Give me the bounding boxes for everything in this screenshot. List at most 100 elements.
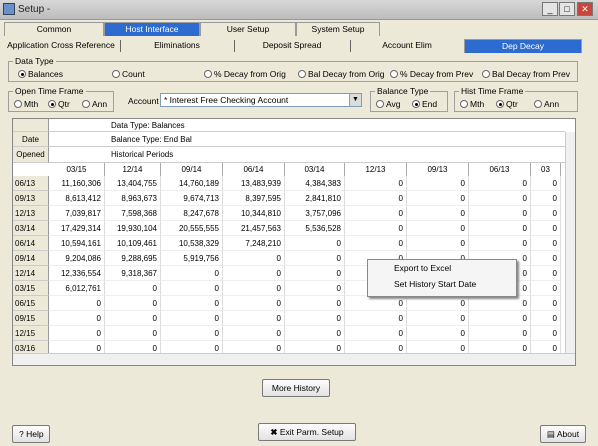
table-cell[interactable]: 14,760,189 bbox=[161, 176, 223, 191]
table-cell[interactable]: 0 bbox=[285, 266, 345, 281]
table-cell[interactable]: 0 bbox=[285, 326, 345, 341]
table-cell[interactable]: 0 bbox=[105, 326, 161, 341]
column-header[interactable]: 03/14 bbox=[285, 163, 345, 176]
table-cell[interactable]: 8,247,678 bbox=[161, 206, 223, 221]
vertical-scrollbar[interactable] bbox=[565, 132, 575, 353]
table-cell[interactable]: 9,204,086 bbox=[49, 251, 105, 266]
radio-balance-avg[interactable]: Avg bbox=[376, 99, 401, 109]
table-cell[interactable]: 0 bbox=[407, 326, 469, 341]
row-date-cell[interactable]: 12/13 bbox=[13, 206, 49, 221]
row-date-cell[interactable]: 06/15 bbox=[13, 296, 49, 311]
close-icon[interactable]: ✕ bbox=[577, 2, 593, 16]
column-header[interactable]: 09/13 bbox=[407, 163, 469, 176]
table-cell[interactable]: 8,397,595 bbox=[223, 191, 285, 206]
table-cell[interactable]: 10,109,461 bbox=[105, 236, 161, 251]
table-cell[interactable]: 0 bbox=[531, 281, 561, 296]
radio-pct-decay-prev[interactable]: % Decay from Prev bbox=[390, 69, 473, 79]
column-header[interactable]: 09/14 bbox=[161, 163, 223, 176]
table-cell[interactable]: 0 bbox=[285, 236, 345, 251]
chevron-down-icon[interactable]: ▼ bbox=[349, 94, 361, 106]
table-cell[interactable]: 0 bbox=[531, 206, 561, 221]
radio-balances[interactable]: Balances bbox=[18, 69, 63, 79]
more-history-button[interactable]: More History bbox=[262, 379, 330, 397]
decay-grid[interactable]: Data Type: Balances Date Balance Type: E… bbox=[12, 118, 576, 366]
table-cell[interactable]: 0 bbox=[223, 266, 285, 281]
table-cell[interactable]: 0 bbox=[469, 236, 531, 251]
table-cell[interactable]: 3,757,096 bbox=[285, 206, 345, 221]
tab-system-setup[interactable]: System Setup bbox=[296, 22, 380, 36]
table-cell[interactable]: 2,841,810 bbox=[285, 191, 345, 206]
tab-common[interactable]: Common bbox=[4, 22, 104, 36]
radio-hist-qtr[interactable]: Qtr bbox=[496, 99, 518, 109]
table-cell[interactable]: 8,963,673 bbox=[105, 191, 161, 206]
table-cell[interactable]: 13,404,755 bbox=[105, 176, 161, 191]
table-cell[interactable]: 12,336,554 bbox=[49, 266, 105, 281]
table-cell[interactable]: 0 bbox=[49, 311, 105, 326]
column-header[interactable]: 06/13 bbox=[469, 163, 531, 176]
table-cell[interactable]: 8,613,412 bbox=[49, 191, 105, 206]
table-cell[interactable]: 7,598,368 bbox=[105, 206, 161, 221]
table-cell[interactable]: 20,555,555 bbox=[161, 221, 223, 236]
table-cell[interactable]: 0 bbox=[531, 296, 561, 311]
table-cell[interactable]: 0 bbox=[469, 296, 531, 311]
table-cell[interactable]: 0 bbox=[345, 296, 407, 311]
table-cell[interactable]: 0 bbox=[469, 191, 531, 206]
column-header[interactable]: 06/14 bbox=[223, 163, 285, 176]
column-header[interactable]: 03/15 bbox=[49, 163, 105, 176]
table-cell[interactable]: 0 bbox=[345, 221, 407, 236]
radio-bal-decay-orig[interactable]: Bal Decay from Orig bbox=[298, 69, 385, 79]
table-cell[interactable]: 0 bbox=[105, 296, 161, 311]
table-cell[interactable]: 10,344,810 bbox=[223, 206, 285, 221]
table-cell[interactable]: 13,483,939 bbox=[223, 176, 285, 191]
table-cell[interactable]: 0 bbox=[161, 266, 223, 281]
menu-item-export-to-excel[interactable]: Export to Excel bbox=[394, 263, 452, 273]
table-cell[interactable]: 9,288,695 bbox=[105, 251, 161, 266]
table-cell[interactable]: 0 bbox=[223, 281, 285, 296]
table-cell[interactable]: 0 bbox=[407, 206, 469, 221]
table-cell[interactable]: 0 bbox=[407, 236, 469, 251]
table-cell[interactable]: 0 bbox=[407, 296, 469, 311]
table-cell[interactable]: 7,039,817 bbox=[49, 206, 105, 221]
table-cell[interactable]: 5,536,528 bbox=[285, 221, 345, 236]
row-date-cell[interactable]: 03/15 bbox=[13, 281, 49, 296]
menu-item-set-history-start-date[interactable]: Set History Start Date bbox=[394, 279, 477, 289]
table-cell[interactable]: 17,429,314 bbox=[49, 221, 105, 236]
table-cell[interactable]: 10,594,161 bbox=[49, 236, 105, 251]
table-cell[interactable]: 0 bbox=[407, 221, 469, 236]
maximize-icon[interactable]: □ bbox=[559, 2, 575, 16]
table-cell[interactable]: 21,457,563 bbox=[223, 221, 285, 236]
table-cell[interactable]: 0 bbox=[105, 311, 161, 326]
table-cell[interactable]: 0 bbox=[407, 191, 469, 206]
table-cell[interactable]: 19,930,104 bbox=[105, 221, 161, 236]
row-date-cell[interactable]: 06/13 bbox=[13, 176, 49, 191]
table-cell[interactable]: 7,248,210 bbox=[223, 236, 285, 251]
tab-account-elim[interactable]: Account Elim bbox=[382, 40, 432, 50]
radio-open-ann[interactable]: Ann bbox=[82, 99, 107, 109]
tab-application-cross-reference[interactable]: Application Cross Reference bbox=[7, 40, 115, 50]
row-date-cell[interactable]: 09/14 bbox=[13, 251, 49, 266]
table-cell[interactable]: 0 bbox=[223, 326, 285, 341]
tab-dep-decay[interactable]: Dep Decay bbox=[464, 39, 582, 53]
row-date-cell[interactable]: 12/15 bbox=[13, 326, 49, 341]
column-header[interactable]: 03 bbox=[531, 163, 561, 176]
table-cell[interactable]: 0 bbox=[49, 326, 105, 341]
table-cell[interactable]: 0 bbox=[161, 311, 223, 326]
row-date-cell[interactable]: 03/14 bbox=[13, 221, 49, 236]
table-cell[interactable]: 0 bbox=[161, 281, 223, 296]
table-cell[interactable]: 6,012,761 bbox=[49, 281, 105, 296]
table-cell[interactable]: 0 bbox=[345, 326, 407, 341]
row-date-cell[interactable]: 09/13 bbox=[13, 191, 49, 206]
table-cell[interactable]: 0 bbox=[469, 221, 531, 236]
table-cell[interactable]: 0 bbox=[469, 176, 531, 191]
help-button[interactable]: ? Help bbox=[12, 425, 50, 443]
tab-deposit-spread[interactable]: Deposit Spread bbox=[262, 40, 322, 50]
table-cell[interactable]: 0 bbox=[531, 266, 561, 281]
table-cell[interactable]: 0 bbox=[161, 296, 223, 311]
column-header[interactable]: 12/13 bbox=[345, 163, 407, 176]
table-cell[interactable]: 0 bbox=[407, 176, 469, 191]
radio-balance-end[interactable]: End bbox=[412, 99, 437, 109]
table-cell[interactable]: 0 bbox=[531, 326, 561, 341]
account-select[interactable]: * Interest Free Checking Account ▼ bbox=[160, 93, 362, 107]
table-cell[interactable]: 0 bbox=[469, 326, 531, 341]
table-cell[interactable]: 5,919,756 bbox=[161, 251, 223, 266]
